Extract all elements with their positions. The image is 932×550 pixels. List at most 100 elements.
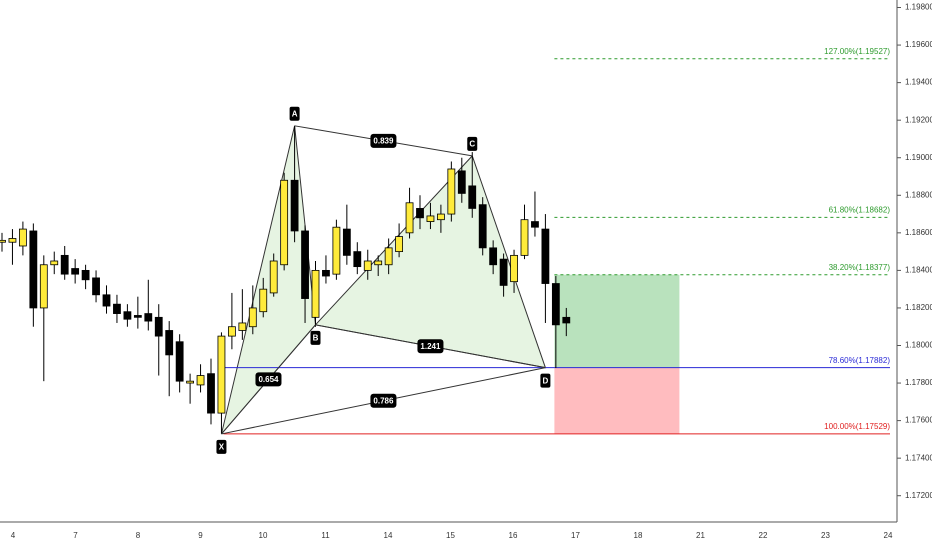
y-tick-label: 1.18200 bbox=[905, 303, 932, 312]
candle-body bbox=[562, 316, 571, 324]
ratio-label: 0.654 bbox=[258, 375, 279, 384]
candle-body bbox=[353, 251, 362, 268]
candle-body bbox=[269, 260, 278, 294]
fib-label: 38.20%(1.18377) bbox=[829, 263, 891, 272]
candle-body bbox=[290, 179, 299, 232]
candle-body bbox=[405, 202, 414, 234]
y-tick-label: 1.17200 bbox=[905, 491, 932, 500]
x-tick-label: 23 bbox=[821, 531, 830, 540]
point-badge bbox=[467, 136, 478, 151]
candle-body bbox=[374, 260, 383, 266]
ratio-label: 0.786 bbox=[373, 396, 394, 405]
candle-body bbox=[81, 269, 90, 281]
ratio-label: 0.839 bbox=[373, 136, 394, 145]
candle-body bbox=[0, 239, 6, 243]
candle-body bbox=[92, 277, 100, 296]
candle-body bbox=[71, 268, 80, 275]
y-tick-label: 1.17600 bbox=[905, 416, 932, 425]
candle-body bbox=[426, 215, 435, 222]
candle-body bbox=[175, 341, 184, 382]
candle-body bbox=[384, 247, 393, 266]
candle-body bbox=[531, 221, 539, 228]
candle-body bbox=[196, 375, 205, 386]
point-label: D bbox=[543, 376, 549, 385]
candle-body bbox=[510, 254, 518, 283]
x-tick-label: 16 bbox=[509, 531, 518, 540]
target-zone bbox=[554, 274, 680, 368]
candle-body bbox=[18, 228, 27, 247]
candle-body bbox=[520, 219, 529, 256]
candle-body bbox=[280, 179, 289, 266]
x-tick-label: 8 bbox=[136, 531, 141, 540]
candle-body bbox=[102, 294, 111, 307]
candle-body bbox=[144, 313, 153, 322]
y-tick-label: 1.19600 bbox=[905, 40, 932, 49]
candle-body bbox=[551, 283, 560, 326]
candle-body bbox=[217, 335, 226, 414]
candle-body bbox=[186, 380, 195, 384]
point-label: X bbox=[219, 443, 225, 452]
x-tick-label: 18 bbox=[634, 531, 643, 540]
candle-body bbox=[165, 330, 174, 356]
candle-body bbox=[457, 170, 466, 194]
y-tick-label: 1.17800 bbox=[905, 378, 932, 387]
ratio-badge bbox=[255, 372, 282, 387]
x-tick-label: 9 bbox=[198, 531, 203, 540]
candle-body bbox=[436, 213, 445, 221]
ratio-badge bbox=[370, 133, 397, 148]
ratio-badge bbox=[370, 393, 397, 408]
point-badge bbox=[216, 439, 227, 454]
x-tick-label: 7 bbox=[73, 531, 78, 540]
candle-body bbox=[227, 326, 236, 337]
candle-body bbox=[248, 307, 257, 328]
x-tick-label: 22 bbox=[759, 531, 768, 540]
y-tick-label: 1.18000 bbox=[905, 341, 932, 350]
y-tick-label: 1.19000 bbox=[905, 153, 932, 162]
ratio-badge bbox=[417, 339, 444, 354]
candle-body bbox=[39, 264, 48, 309]
candle-body bbox=[154, 316, 163, 337]
candle-body bbox=[478, 204, 487, 249]
candle-body bbox=[301, 230, 309, 299]
candle-body bbox=[332, 226, 341, 275]
candle-body bbox=[342, 228, 351, 256]
point-badge bbox=[540, 373, 551, 388]
fib-label: 61.80%(1.18682) bbox=[829, 206, 891, 215]
candle-body bbox=[133, 315, 142, 318]
point-label: A bbox=[292, 109, 298, 118]
candle-body bbox=[29, 230, 38, 309]
point-badge bbox=[310, 330, 321, 345]
candle-body bbox=[113, 303, 121, 314]
y-tick-label: 1.18400 bbox=[905, 265, 932, 274]
x-tick-label: 15 bbox=[446, 531, 455, 540]
x-tick-label: 10 bbox=[259, 531, 268, 540]
candle-body bbox=[541, 228, 550, 284]
candle-body bbox=[363, 260, 372, 271]
candle-body bbox=[238, 322, 247, 331]
fib-label: 127.00%(1.19527) bbox=[824, 47, 890, 56]
candle-body bbox=[447, 168, 456, 215]
candle-body bbox=[322, 269, 330, 277]
y-tick-label: 1.19200 bbox=[905, 115, 932, 124]
candle-body bbox=[259, 288, 268, 313]
candle-body bbox=[123, 311, 132, 320]
point-label: B bbox=[313, 333, 319, 342]
y-tick-label: 1.17400 bbox=[905, 453, 932, 462]
x-tick-label: 24 bbox=[884, 531, 893, 540]
candle-body bbox=[468, 185, 477, 209]
candle-body bbox=[416, 208, 424, 219]
candle-body bbox=[311, 269, 320, 318]
candle-body bbox=[8, 238, 17, 243]
x-tick-label: 14 bbox=[384, 531, 393, 540]
y-tick-label: 1.19400 bbox=[905, 78, 932, 87]
point-label: C bbox=[469, 139, 475, 148]
x-tick-label: 21 bbox=[696, 531, 705, 540]
y-tick-label: 1.19800 bbox=[905, 3, 932, 12]
x-tick-label: 4 bbox=[11, 531, 16, 540]
candle-body bbox=[499, 258, 508, 286]
fib-label: 100.00%(1.17529) bbox=[824, 422, 890, 431]
candle-body bbox=[60, 254, 69, 275]
ratio-label: 1.241 bbox=[420, 342, 441, 351]
